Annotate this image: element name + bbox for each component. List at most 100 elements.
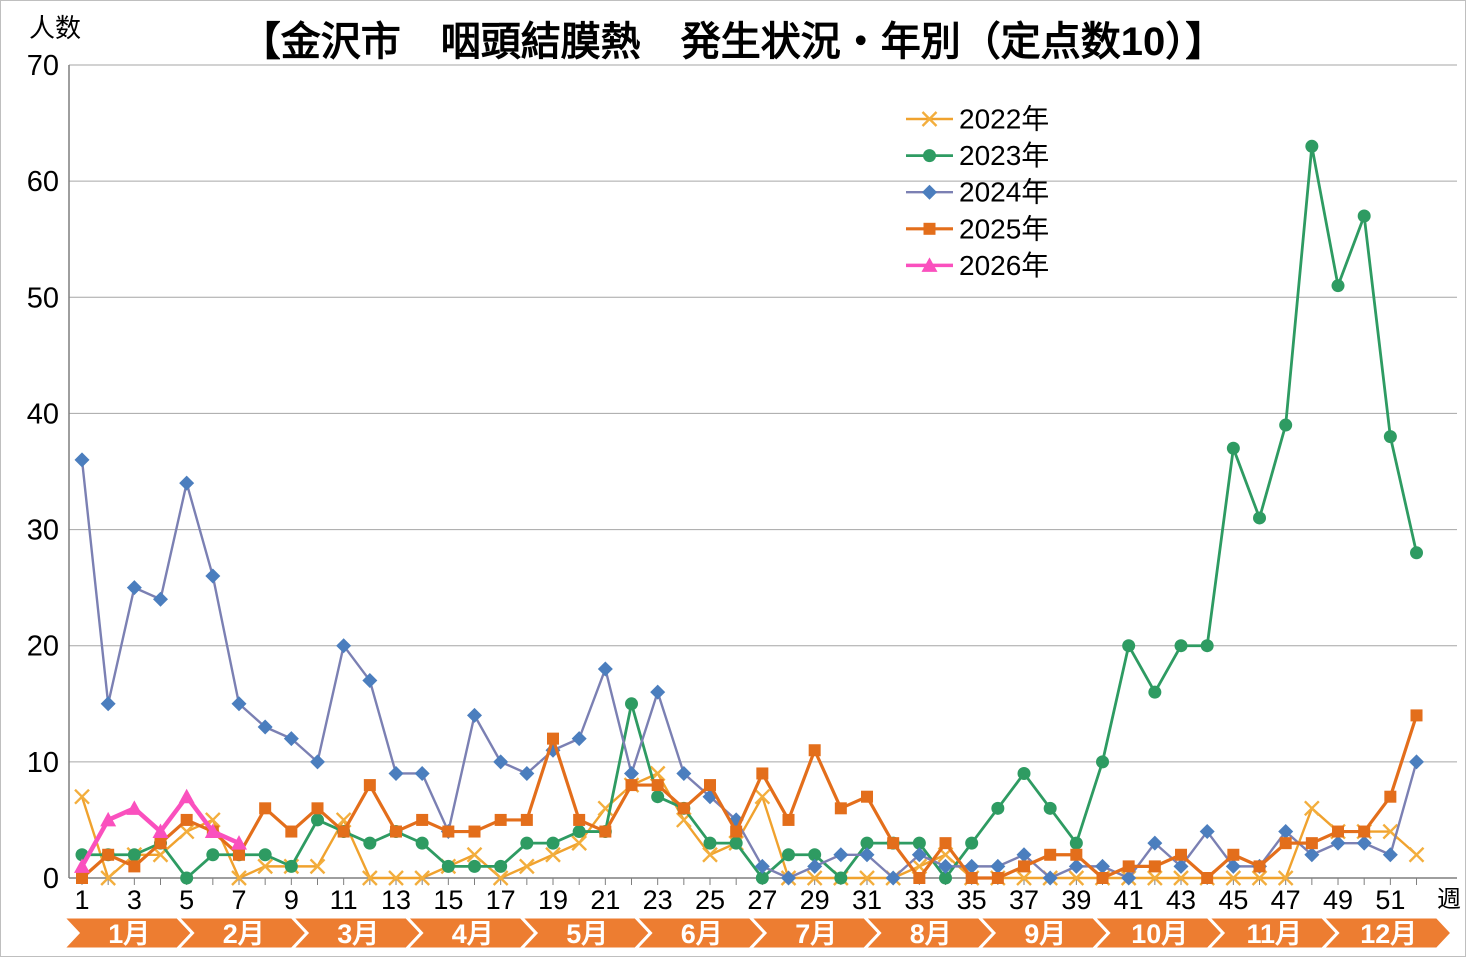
month-band-label-3: 3月 bbox=[337, 919, 379, 949]
data-point-2026年-w2 bbox=[100, 811, 117, 827]
data-point-2025年-w11 bbox=[337, 825, 350, 838]
series-2023年 bbox=[75, 139, 1424, 885]
data-point-2024年-w50 bbox=[1356, 835, 1372, 851]
x-tick-label: 31 bbox=[852, 885, 882, 915]
data-point-2022年-w46 bbox=[1251, 870, 1268, 886]
month-band-label-1: 1月 bbox=[108, 919, 150, 949]
data-point-2025年-w32 bbox=[887, 837, 900, 850]
x-tick-label: 45 bbox=[1218, 885, 1248, 915]
data-point-2025年-w43 bbox=[1175, 848, 1188, 861]
data-point-2024年-w9 bbox=[283, 731, 299, 747]
data-point-2024年-w10 bbox=[310, 754, 326, 770]
data-point-2026年-w3 bbox=[126, 800, 143, 815]
data-point-2025年-w39 bbox=[1070, 848, 1083, 861]
month-band-label-12: 12月 bbox=[1360, 919, 1417, 949]
data-point-2025年-w27 bbox=[756, 767, 769, 780]
data-point-2024年-w5 bbox=[179, 475, 195, 491]
data-point-2023年-w14 bbox=[415, 836, 429, 850]
data-point-2023年-w46 bbox=[1253, 511, 1267, 525]
legend-item-2025年: 2025年 bbox=[906, 213, 1049, 244]
data-point-2024年-w43 bbox=[1173, 858, 1189, 874]
data-point-2023年-w10 bbox=[311, 813, 325, 827]
data-point-2022年-w8 bbox=[257, 858, 274, 875]
data-point-2022年-w47 bbox=[1277, 870, 1294, 886]
data-point-2024年-w29 bbox=[807, 858, 823, 874]
x-tick-label: 49 bbox=[1323, 885, 1353, 915]
data-point-2024年-w51 bbox=[1382, 847, 1398, 863]
data-point-2024年-w23 bbox=[650, 684, 666, 700]
data-point-2024年-w21 bbox=[597, 661, 613, 677]
x-tick-label: 39 bbox=[1061, 885, 1091, 915]
x-tick-label: 43 bbox=[1166, 885, 1196, 915]
data-point-2023年-w45 bbox=[1226, 441, 1240, 455]
data-point-2025年-w7 bbox=[233, 848, 246, 861]
data-point-2024年-w7 bbox=[231, 696, 247, 712]
legend-marker-2023年 bbox=[923, 149, 936, 163]
series-2026年 bbox=[74, 788, 248, 873]
data-point-2026年-w1 bbox=[74, 858, 90, 873]
series-2025年 bbox=[76, 709, 1423, 884]
data-point-2022年-w52 bbox=[1408, 846, 1425, 863]
data-point-2025年-w17 bbox=[494, 813, 507, 826]
data-point-2025年-w51 bbox=[1384, 790, 1397, 803]
data-point-2023年-w18 bbox=[520, 836, 534, 850]
x-tick-label: 1 bbox=[74, 885, 89, 915]
series-2022年-line bbox=[80, 772, 1418, 880]
data-point-2023年-w40 bbox=[1096, 755, 1110, 769]
x-tick-label: 11 bbox=[330, 885, 358, 915]
y-axis-labels: 0 10 20 30 40 50 60 70 人数 bbox=[27, 13, 81, 895]
data-point-2024年-w6 bbox=[205, 568, 221, 584]
series-2025年-line bbox=[80, 713, 1419, 880]
month-band-cell-12 bbox=[1319, 915, 1455, 951]
x-tick-label: 17 bbox=[486, 885, 516, 915]
data-point-2024年-w22 bbox=[624, 765, 640, 781]
data-point-2025年-w4 bbox=[154, 837, 167, 850]
data-point-2025年-w35 bbox=[965, 872, 978, 884]
data-point-2024年-w18 bbox=[519, 765, 535, 781]
legend-marker-2025年 bbox=[923, 222, 936, 235]
data-point-2023年-w3 bbox=[127, 848, 141, 862]
data-point-2023年-w29 bbox=[808, 848, 822, 862]
data-point-2025年-w15 bbox=[442, 825, 455, 838]
data-point-2023年-w48 bbox=[1305, 139, 1319, 153]
data-point-2024年-w14 bbox=[414, 765, 430, 781]
data-point-2026年-w6 bbox=[204, 823, 221, 839]
data-point-2025年-w34 bbox=[939, 837, 952, 850]
data-point-2022年-w19 bbox=[545, 846, 561, 863]
data-point-2024年-w52 bbox=[1409, 754, 1425, 770]
y-tick-label: 30 bbox=[27, 515, 59, 547]
data-point-2023年-w6 bbox=[206, 848, 220, 862]
data-point-2023年-w25 bbox=[703, 836, 717, 850]
data-point-2025年-w25 bbox=[704, 779, 717, 792]
legend-marker-2024年 bbox=[922, 184, 937, 200]
data-point-2024年-w12 bbox=[362, 673, 378, 689]
x-tick-label: 37 bbox=[1009, 885, 1039, 915]
x-tick-label: 29 bbox=[800, 885, 830, 915]
data-point-2025年-w19 bbox=[547, 732, 560, 745]
y-tick-label: 60 bbox=[27, 166, 59, 198]
series-2024年 bbox=[74, 452, 1425, 886]
legend-label-2022年: 2022年 bbox=[959, 104, 1049, 135]
data-point-2024年-w28 bbox=[781, 870, 797, 886]
legend-item-2024年: 2024年 bbox=[906, 177, 1049, 208]
data-point-2023年-w17 bbox=[494, 859, 508, 873]
data-point-2025年-w24 bbox=[677, 802, 690, 815]
data-point-2025年-w3 bbox=[128, 860, 141, 873]
data-point-2023年-w20 bbox=[572, 825, 586, 839]
data-point-2023年-w34 bbox=[939, 871, 953, 885]
x-tick-label: 13 bbox=[381, 885, 411, 915]
data-point-2022年-w18 bbox=[518, 858, 535, 875]
legend-label-2026年: 2026年 bbox=[959, 250, 1049, 281]
data-point-2023年-w12 bbox=[363, 836, 377, 850]
data-point-2025年-w30 bbox=[834, 802, 847, 815]
data-point-2023年-w52 bbox=[1410, 546, 1424, 560]
data-point-2024年-w4 bbox=[153, 591, 169, 607]
data-point-2025年-w18 bbox=[520, 813, 533, 826]
data-point-2025年-w49 bbox=[1332, 825, 1345, 838]
x-tick-label: 9 bbox=[284, 885, 299, 915]
data-point-2025年-w48 bbox=[1305, 837, 1318, 850]
legend-item-2026年: 2026年 bbox=[906, 250, 1049, 281]
y-tick-label: 50 bbox=[27, 282, 59, 314]
